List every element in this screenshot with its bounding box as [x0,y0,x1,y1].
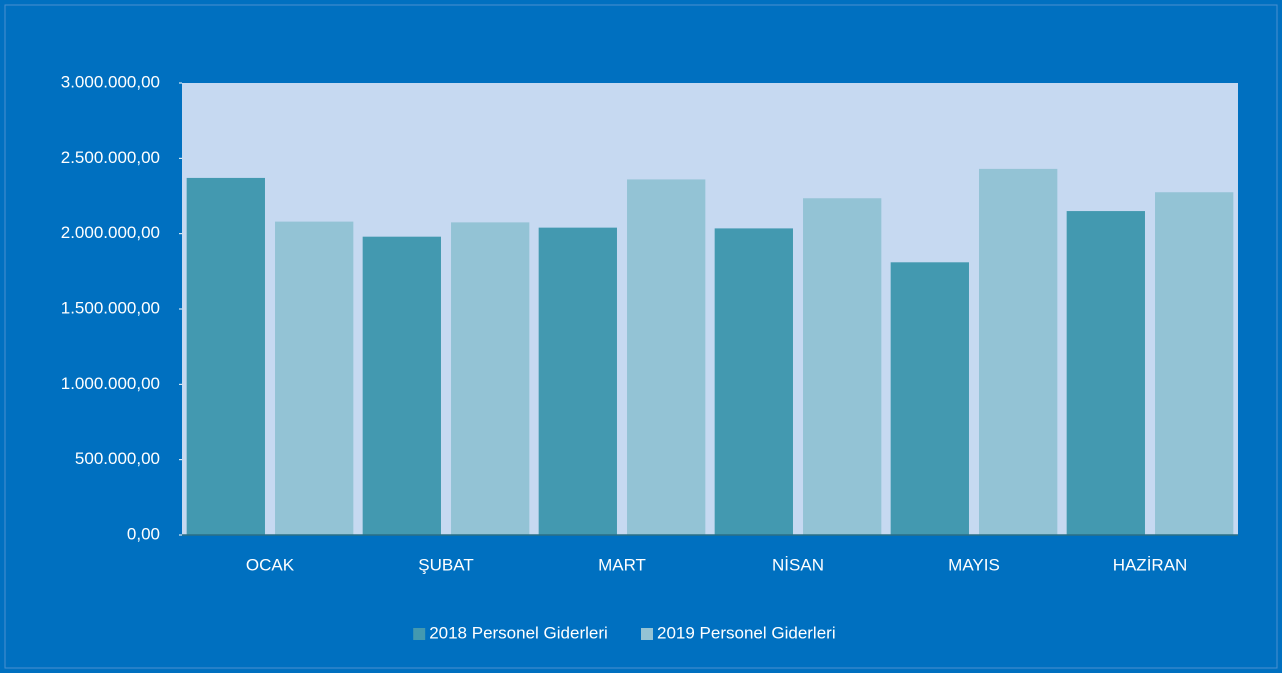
bar [890,262,969,535]
bar [451,222,530,535]
bar [803,198,882,535]
y-tick-label: 0,00 [127,524,160,543]
bar [627,179,706,535]
chart-border [4,4,1278,669]
bar [362,236,441,535]
bar [714,228,793,536]
y-tick-label: 3.000.000,00 [61,72,160,91]
bar [538,227,617,535]
x-tick-label: ŞUBAT [418,555,473,574]
bar [1066,211,1145,536]
legend-swatch [413,628,426,640]
y-tick-label: 2.500.000,00 [61,148,160,167]
bar [275,221,354,535]
legend-swatch [641,628,653,640]
legend-label: 2019 Personel Giderleri [657,623,836,642]
x-tick-label: NİSAN [772,555,824,574]
x-tick-label: MAYIS [948,555,1000,574]
legend-label: 2018 Personel Giderleri [429,623,608,642]
y-tick-label: 1.500.000,00 [61,298,160,317]
x-tick-label: MART [598,555,646,574]
bar [186,177,265,536]
bar [979,168,1058,535]
x-tick-label: OCAK [246,555,295,574]
x-tick-label: HAZİRAN [1113,555,1188,574]
bar [1155,192,1234,535]
plot-area [182,83,1238,535]
y-tick-label: 2.000.000,00 [61,223,160,242]
y-tick-label: 500.000,00 [75,449,160,468]
y-tick-label: 1.000.000,00 [61,374,160,393]
